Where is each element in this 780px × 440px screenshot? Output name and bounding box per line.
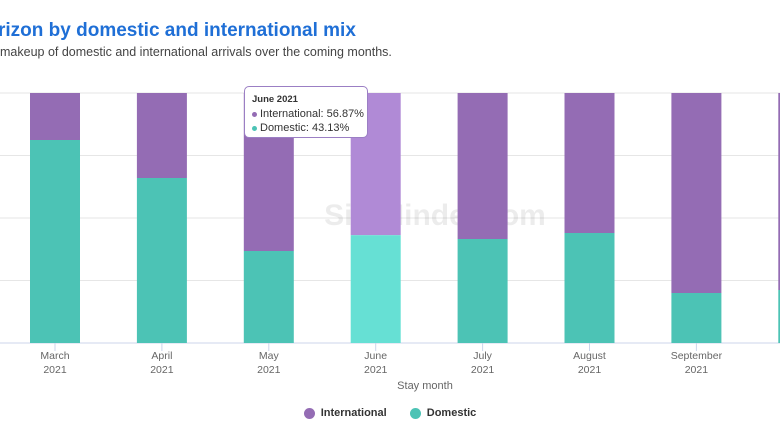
- bar-international[interactable]: [778, 93, 780, 290]
- x-axis-title: Stay month: [397, 380, 453, 392]
- bar-domestic[interactable]: [30, 140, 80, 343]
- tooltip: June 2021 International: 56.87% Domestic…: [244, 86, 368, 138]
- chart-title: rizon by domestic and international mix: [0, 20, 356, 41]
- x-tick-label: September 2021: [671, 350, 723, 376]
- x-tick-label: April 2021: [150, 350, 174, 376]
- legend-dot-icon: [303, 407, 315, 419]
- legend-item-domestic[interactable]: Domestic: [409, 407, 477, 419]
- x-tick-label: August 2021: [573, 350, 606, 376]
- x-tick-label: June 2021: [364, 350, 388, 376]
- bar-domestic[interactable]: [350, 235, 401, 343]
- legend-label: International: [320, 407, 387, 419]
- tooltip-title: June 2021: [252, 94, 298, 105]
- bar-international[interactable]: [457, 93, 508, 239]
- legend-label: Domestic: [426, 407, 477, 419]
- bar-international[interactable]: [564, 93, 615, 233]
- tooltip-domestic: Domestic: 43.13%: [260, 122, 350, 134]
- chart-subtitle: makeup of domestic and international arr…: [0, 45, 392, 59]
- bar-domestic[interactable]: [136, 178, 187, 343]
- international-dot-icon: [252, 111, 257, 117]
- bar-domestic[interactable]: [671, 293, 722, 343]
- bar-domestic[interactable]: [457, 239, 508, 343]
- tooltip-international: International: 56.87%: [260, 108, 364, 120]
- bar-international[interactable]: [671, 93, 722, 293]
- legend-dot-icon: [409, 407, 421, 419]
- domestic-dot-icon: [252, 125, 257, 131]
- x-tick-label: July 2021: [471, 350, 495, 376]
- x-tick-label: March 2021: [40, 350, 69, 376]
- legend-item-international[interactable]: International: [303, 407, 387, 419]
- x-tick-label: May 2021: [257, 350, 281, 376]
- bar-international[interactable]: [136, 93, 187, 178]
- bar-international[interactable]: [30, 93, 80, 140]
- bar-domestic[interactable]: [778, 290, 780, 343]
- bar-domestic[interactable]: [564, 233, 615, 343]
- bar-domestic[interactable]: [243, 251, 294, 343]
- legend: International Domestic: [0, 407, 780, 422]
